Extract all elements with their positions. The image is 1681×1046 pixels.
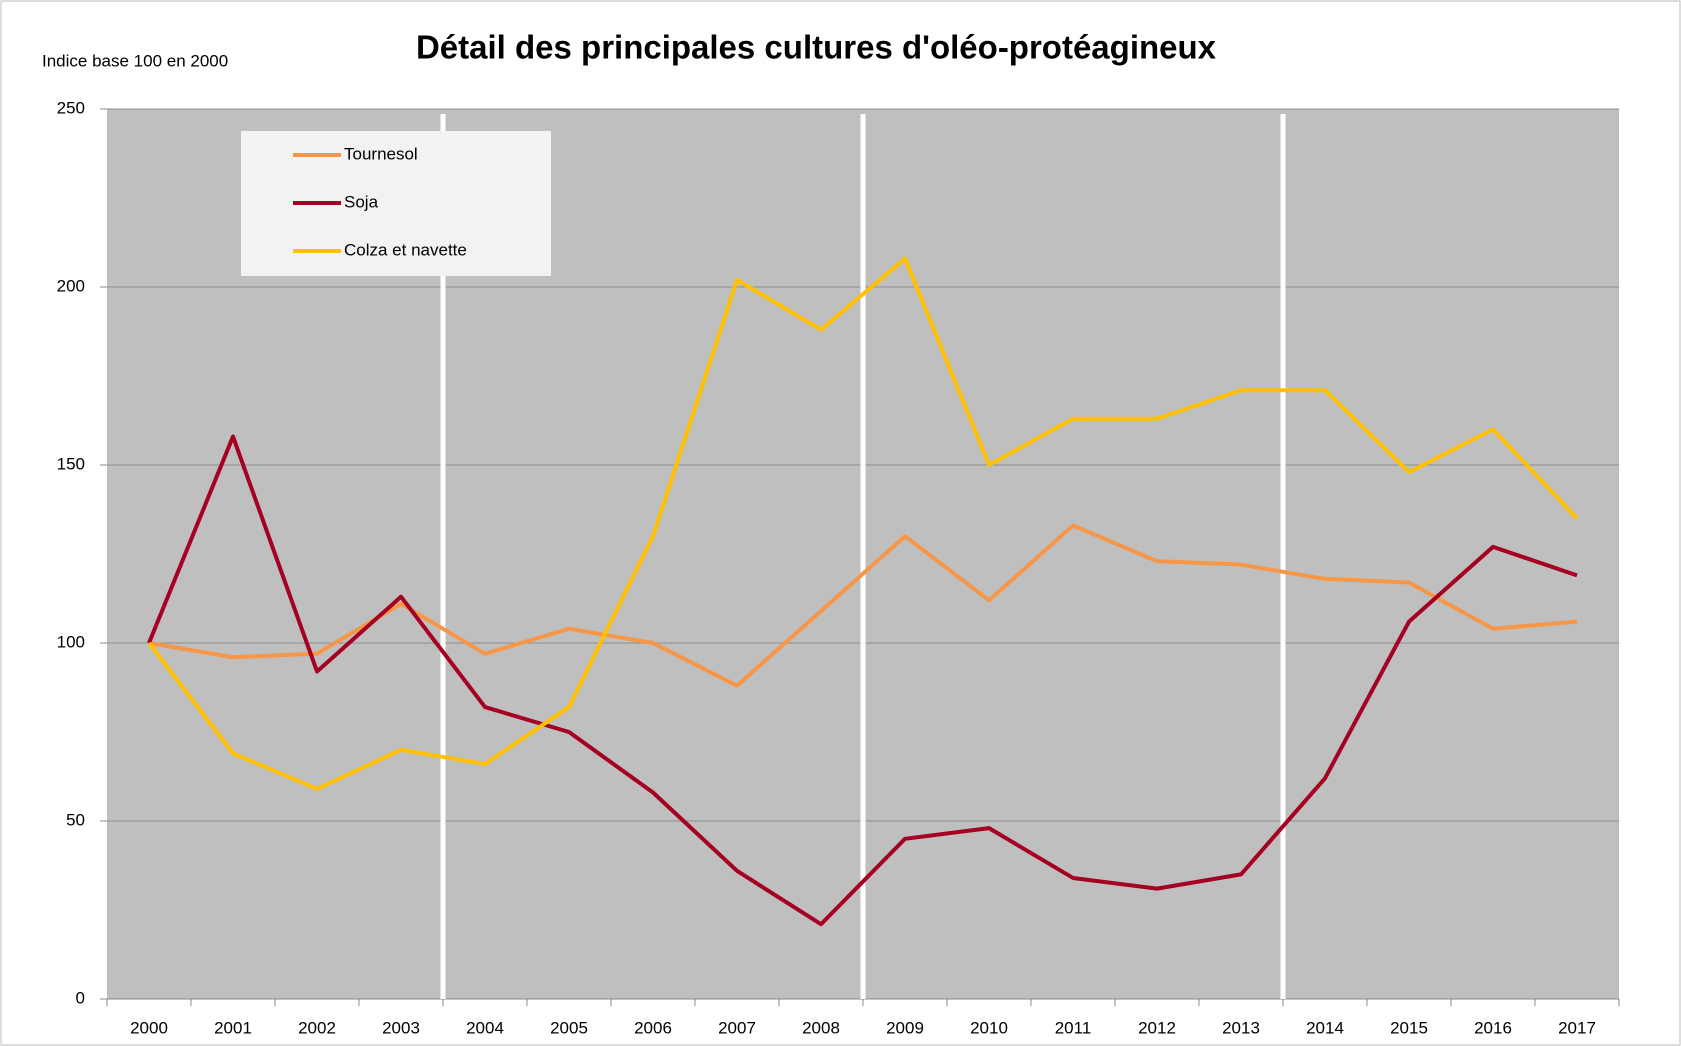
x-tick-label: 2015 xyxy=(1390,1018,1428,1037)
y-tick-label: 200 xyxy=(57,276,85,295)
x-tick-label: 2002 xyxy=(298,1018,336,1037)
chart-subtitle: Indice base 100 en 2000 xyxy=(42,51,228,70)
x-tick-label: 2012 xyxy=(1138,1018,1176,1037)
y-tick-label: 250 xyxy=(57,98,85,117)
y-tick-label: 150 xyxy=(57,454,85,473)
y-tick-label: 50 xyxy=(66,810,85,829)
x-tick-label: 2003 xyxy=(382,1018,420,1037)
x-tick-label: 2001 xyxy=(214,1018,252,1037)
y-tick-label: 100 xyxy=(57,632,85,651)
x-tick-label: 2011 xyxy=(1055,1018,1092,1037)
series-line xyxy=(148,523,1578,688)
legend-label: Colza et navette xyxy=(344,240,467,259)
x-tick-label: 2005 xyxy=(550,1018,588,1037)
legend-label: Soja xyxy=(344,192,379,211)
legend-box xyxy=(241,131,551,276)
x-tick-label: 2000 xyxy=(130,1018,168,1037)
y-tick-label: 0 xyxy=(76,988,85,1007)
x-tick-label: 2013 xyxy=(1222,1018,1260,1037)
series-line xyxy=(147,256,1579,791)
chart-title: Détail des principales cultures d'oléo-p… xyxy=(416,29,1217,66)
x-tick-label: 2017 xyxy=(1558,1018,1596,1037)
series-line xyxy=(147,434,1578,927)
x-tick-label: 2008 xyxy=(802,1018,840,1037)
x-tick-label: 2014 xyxy=(1306,1018,1344,1037)
x-tick-label: 2007 xyxy=(718,1018,756,1037)
x-tick-label: 2004 xyxy=(466,1018,504,1037)
x-tick-label: 2016 xyxy=(1474,1018,1512,1037)
legend-label: Tournesol xyxy=(344,144,418,163)
x-tick-label: 2009 xyxy=(886,1018,924,1037)
x-tick-label: 2010 xyxy=(970,1018,1008,1037)
x-tick-label: 2006 xyxy=(634,1018,672,1037)
